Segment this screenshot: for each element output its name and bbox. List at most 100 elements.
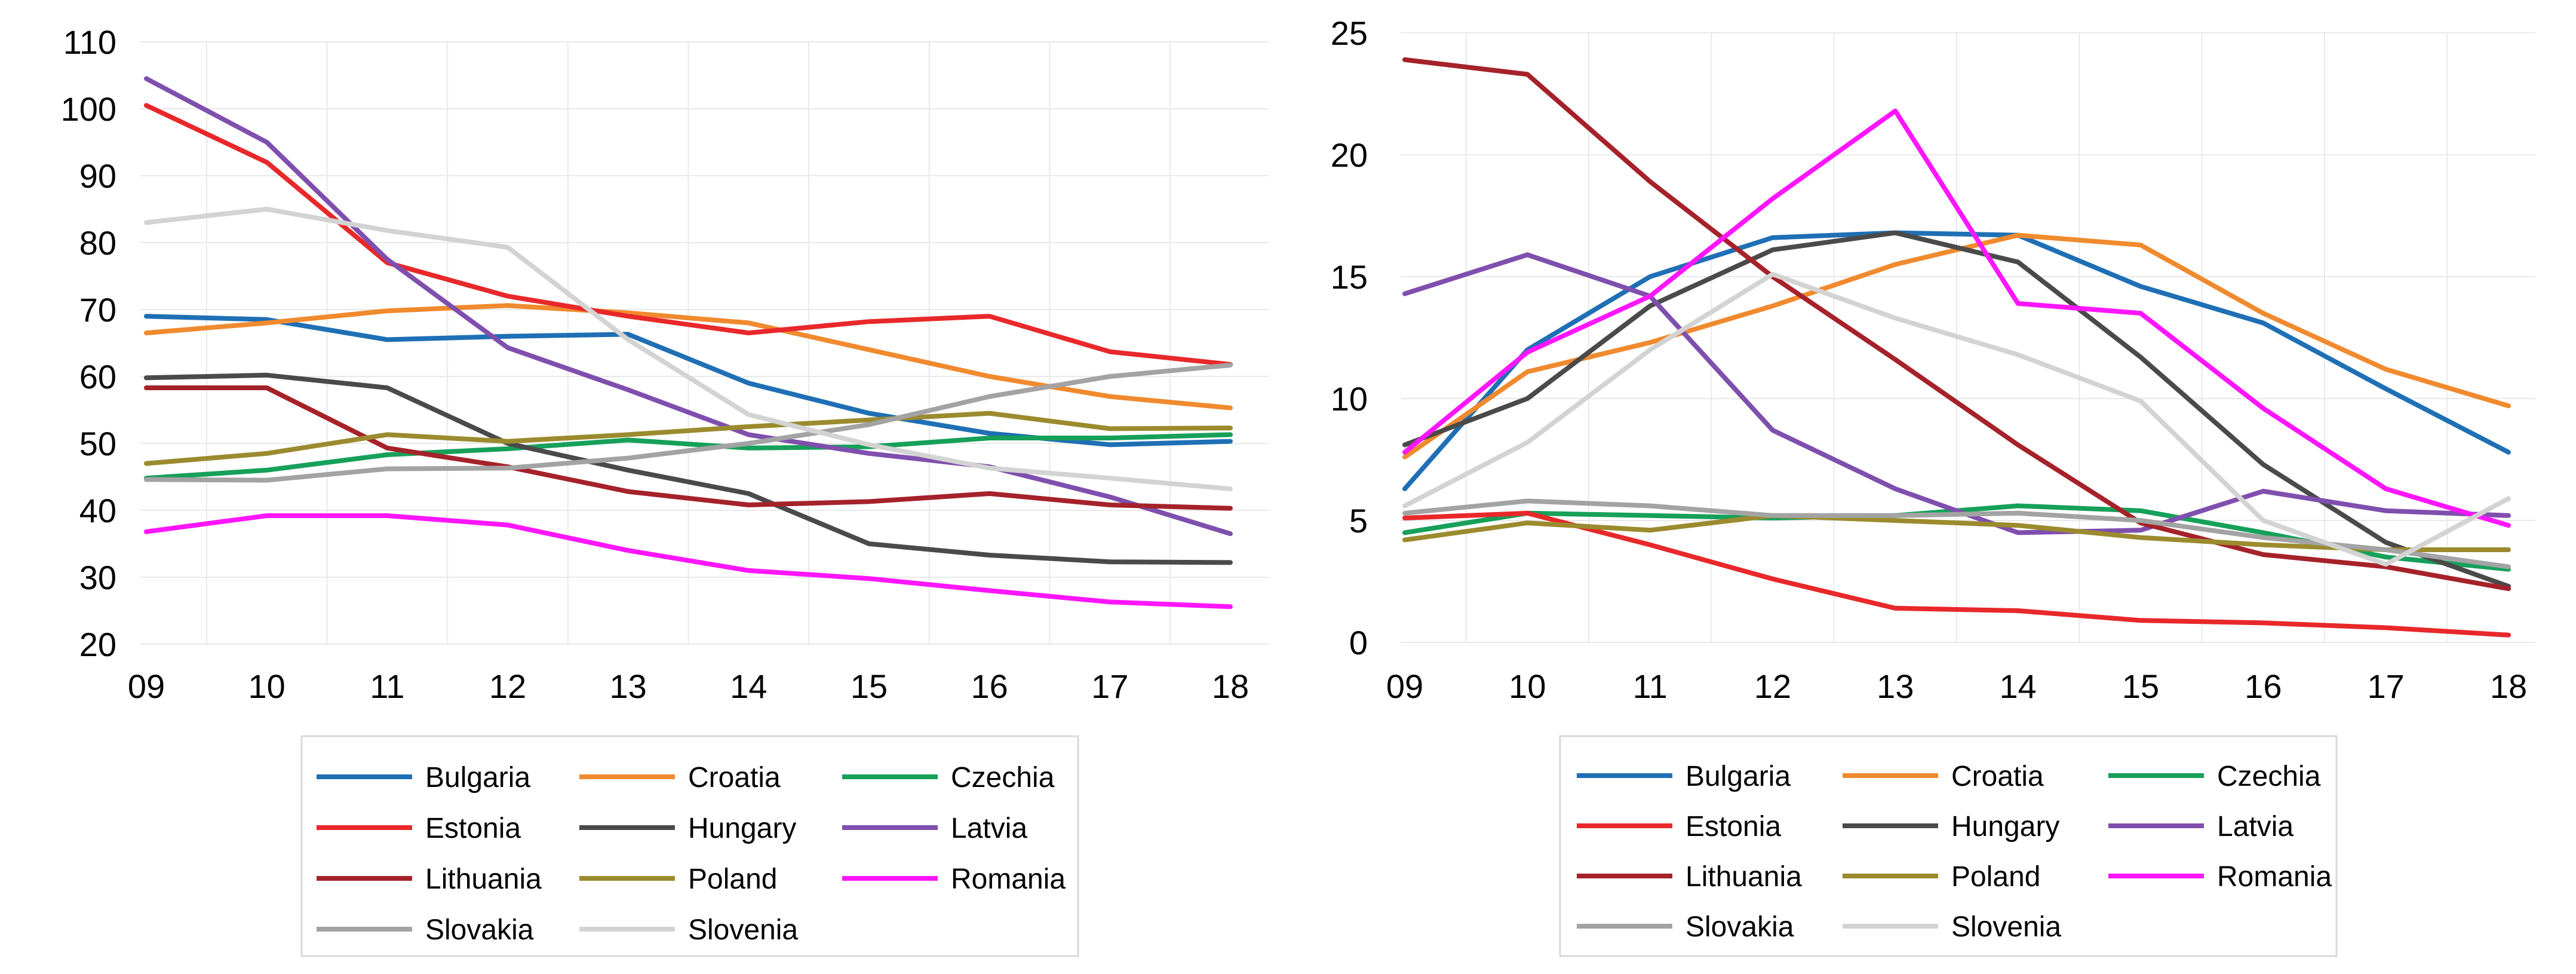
left-x-tick-label: 11 <box>370 667 404 705</box>
right-series-line-lithuania <box>1402 57 2511 592</box>
right-legend-item: Estonia <box>1577 811 1781 843</box>
left-x-tick-label: 17 <box>1091 667 1128 705</box>
left-legend: Bulgaria Croatia Czechia Estonia Hungary Latv… <box>300 735 1079 957</box>
right-y-tick-label: 0 <box>1349 624 1368 661</box>
right-y-tick-label: 25 <box>1331 14 1368 52</box>
right-y-tick-label: 10 <box>1331 380 1368 418</box>
right-legend-item: Czechia <box>2108 761 2321 792</box>
left-legend-item: Poland <box>579 863 777 895</box>
right-legend-item: Lithuania <box>1577 861 1802 893</box>
right-series-line-slovenia <box>1402 271 2511 567</box>
right-legend-label: Bulgaria <box>1685 761 1791 792</box>
left-grid <box>140 41 1269 645</box>
right-legend-item: Hungary <box>1843 811 2059 843</box>
left-legend-item: Latvia <box>842 813 1027 844</box>
left-y-tick-label: 40 <box>79 492 116 529</box>
left-y-tick-label: 30 <box>79 559 116 596</box>
left-legend-label: Estonia <box>425 813 521 844</box>
right-x-tick-label: 14 <box>2000 667 2037 705</box>
left-y-tick-label: 50 <box>79 425 116 463</box>
right-legend-box <box>1559 735 2338 957</box>
right-y-tick-label: 15 <box>1331 258 1368 296</box>
left-series-line-hungary <box>144 372 1233 565</box>
left-y-tick-label: 110 <box>63 23 116 61</box>
left-legend-label: Czechia <box>951 762 1055 794</box>
right-x-tick-label: 10 <box>1509 667 1546 705</box>
right-legend-label: Estonia <box>1685 811 1781 843</box>
right-legend-item: Romania <box>2108 861 2332 893</box>
right-legend-label: Hungary <box>1951 811 2059 843</box>
right-x-tick-label: 15 <box>2122 667 2159 705</box>
left-y-tick-label: 20 <box>79 626 116 663</box>
left-legend-item: Hungary <box>579 813 796 844</box>
left-legend-item: Slovenia <box>579 914 798 946</box>
left-series-line-slovakia <box>144 363 1233 483</box>
left-series-line-poland <box>144 411 1233 466</box>
left-legend-label: Slovakia <box>425 914 534 946</box>
left-x-tick-label: 10 <box>248 667 285 705</box>
left-legend-label: Latvia <box>951 813 1027 844</box>
right-legend-label: Latvia <box>2217 811 2293 843</box>
right-y-tick-label: 20 <box>1331 136 1368 174</box>
right-x-tick-label: 09 <box>1386 667 1423 705</box>
right-legend-item: Bulgaria <box>1577 761 1791 792</box>
right-series-line-bulgaria <box>1402 230 2511 491</box>
right-x-tick-label: 17 <box>2368 667 2405 705</box>
left-x-tick-label: 12 <box>489 667 526 705</box>
right-series-line-estonia <box>1402 510 2511 638</box>
right-legend-label: Czechia <box>2217 761 2321 792</box>
left-legend-label: Hungary <box>688 813 796 844</box>
right-x-tick-label: 13 <box>1877 667 1914 705</box>
right-legend-label: Lithuania <box>1685 861 1802 893</box>
left-legend-item: Croatia <box>579 762 781 794</box>
right-x-tick-label: 18 <box>2490 667 2527 705</box>
right-legend-item: Slovakia <box>1577 911 1794 943</box>
right-legend-item: Slovenia <box>1843 911 2061 943</box>
left-legend-item: Romania <box>842 863 1066 895</box>
right-x-tick-label: 11 <box>1633 667 1668 705</box>
left-x-tick-label: 14 <box>730 667 767 705</box>
right-series-line-latvia <box>1402 252 2511 535</box>
chart-left: 20 30 40 50 60 70 80 90 100 110 09 10 11 12 13 14 15 16 17… <box>61 23 1269 957</box>
right-series-line-hungary <box>1402 230 2511 589</box>
left-legend-label: Croatia <box>688 762 781 794</box>
left-x-tick-label: 16 <box>971 667 1008 705</box>
left-legend-label: Slovenia <box>688 914 798 946</box>
right-legend-label: Poland <box>1951 861 2040 893</box>
left-series-line-slovenia <box>144 207 1233 492</box>
right-x-tick-label: 12 <box>1754 667 1791 705</box>
right-legend-label: Croatia <box>1951 761 2044 792</box>
right-legend-item: Croatia <box>1843 761 2044 792</box>
left-y-tick-label: 100 <box>61 90 116 128</box>
left-y-tick-label: 60 <box>79 358 116 396</box>
left-series-line-romania <box>144 513 1233 609</box>
right-series-line-poland <box>1402 513 2511 552</box>
left-x-tick-label: 18 <box>1212 667 1249 705</box>
left-y-tick-label: 70 <box>79 291 116 329</box>
left-y-tick-label: 90 <box>79 157 116 195</box>
right-series-line-romania <box>1402 108 2511 528</box>
left-legend-item: Czechia <box>842 762 1055 794</box>
left-legend-label: Lithuania <box>425 863 542 895</box>
right-legend-label: Slovenia <box>1951 911 2061 943</box>
right-y-tick-label: 5 <box>1349 502 1368 540</box>
right-legend-label: Romania <box>2217 861 2332 893</box>
left-x-tick-label: 15 <box>851 667 888 705</box>
left-series-line-czechia <box>144 432 1233 481</box>
left-series-line-latvia <box>144 76 1233 537</box>
right-legend-item: Latvia <box>2108 811 2293 843</box>
left-series-line-estonia <box>144 103 1233 367</box>
right-legend-item: Poland <box>1843 861 2040 893</box>
left-legend-item: Lithuania <box>317 863 542 895</box>
right-legend-label: Slovakia <box>1685 911 1794 943</box>
chart-right: 0 5 10 15 20 25 09 10 11 12 13 14 15 16 17 18 Bulgaria Cr… <box>1331 14 2535 957</box>
left-legend-item: Estonia <box>317 813 521 844</box>
left-x-tick-label: 09 <box>128 667 165 705</box>
left-legend-box <box>300 735 1079 957</box>
right-series-group <box>1402 57 2511 638</box>
left-x-tick-label: 13 <box>610 667 647 705</box>
left-legend-label: Poland <box>688 863 777 895</box>
right-x-tick-label: 16 <box>2245 667 2282 705</box>
left-legend-label: Romania <box>951 863 1066 895</box>
